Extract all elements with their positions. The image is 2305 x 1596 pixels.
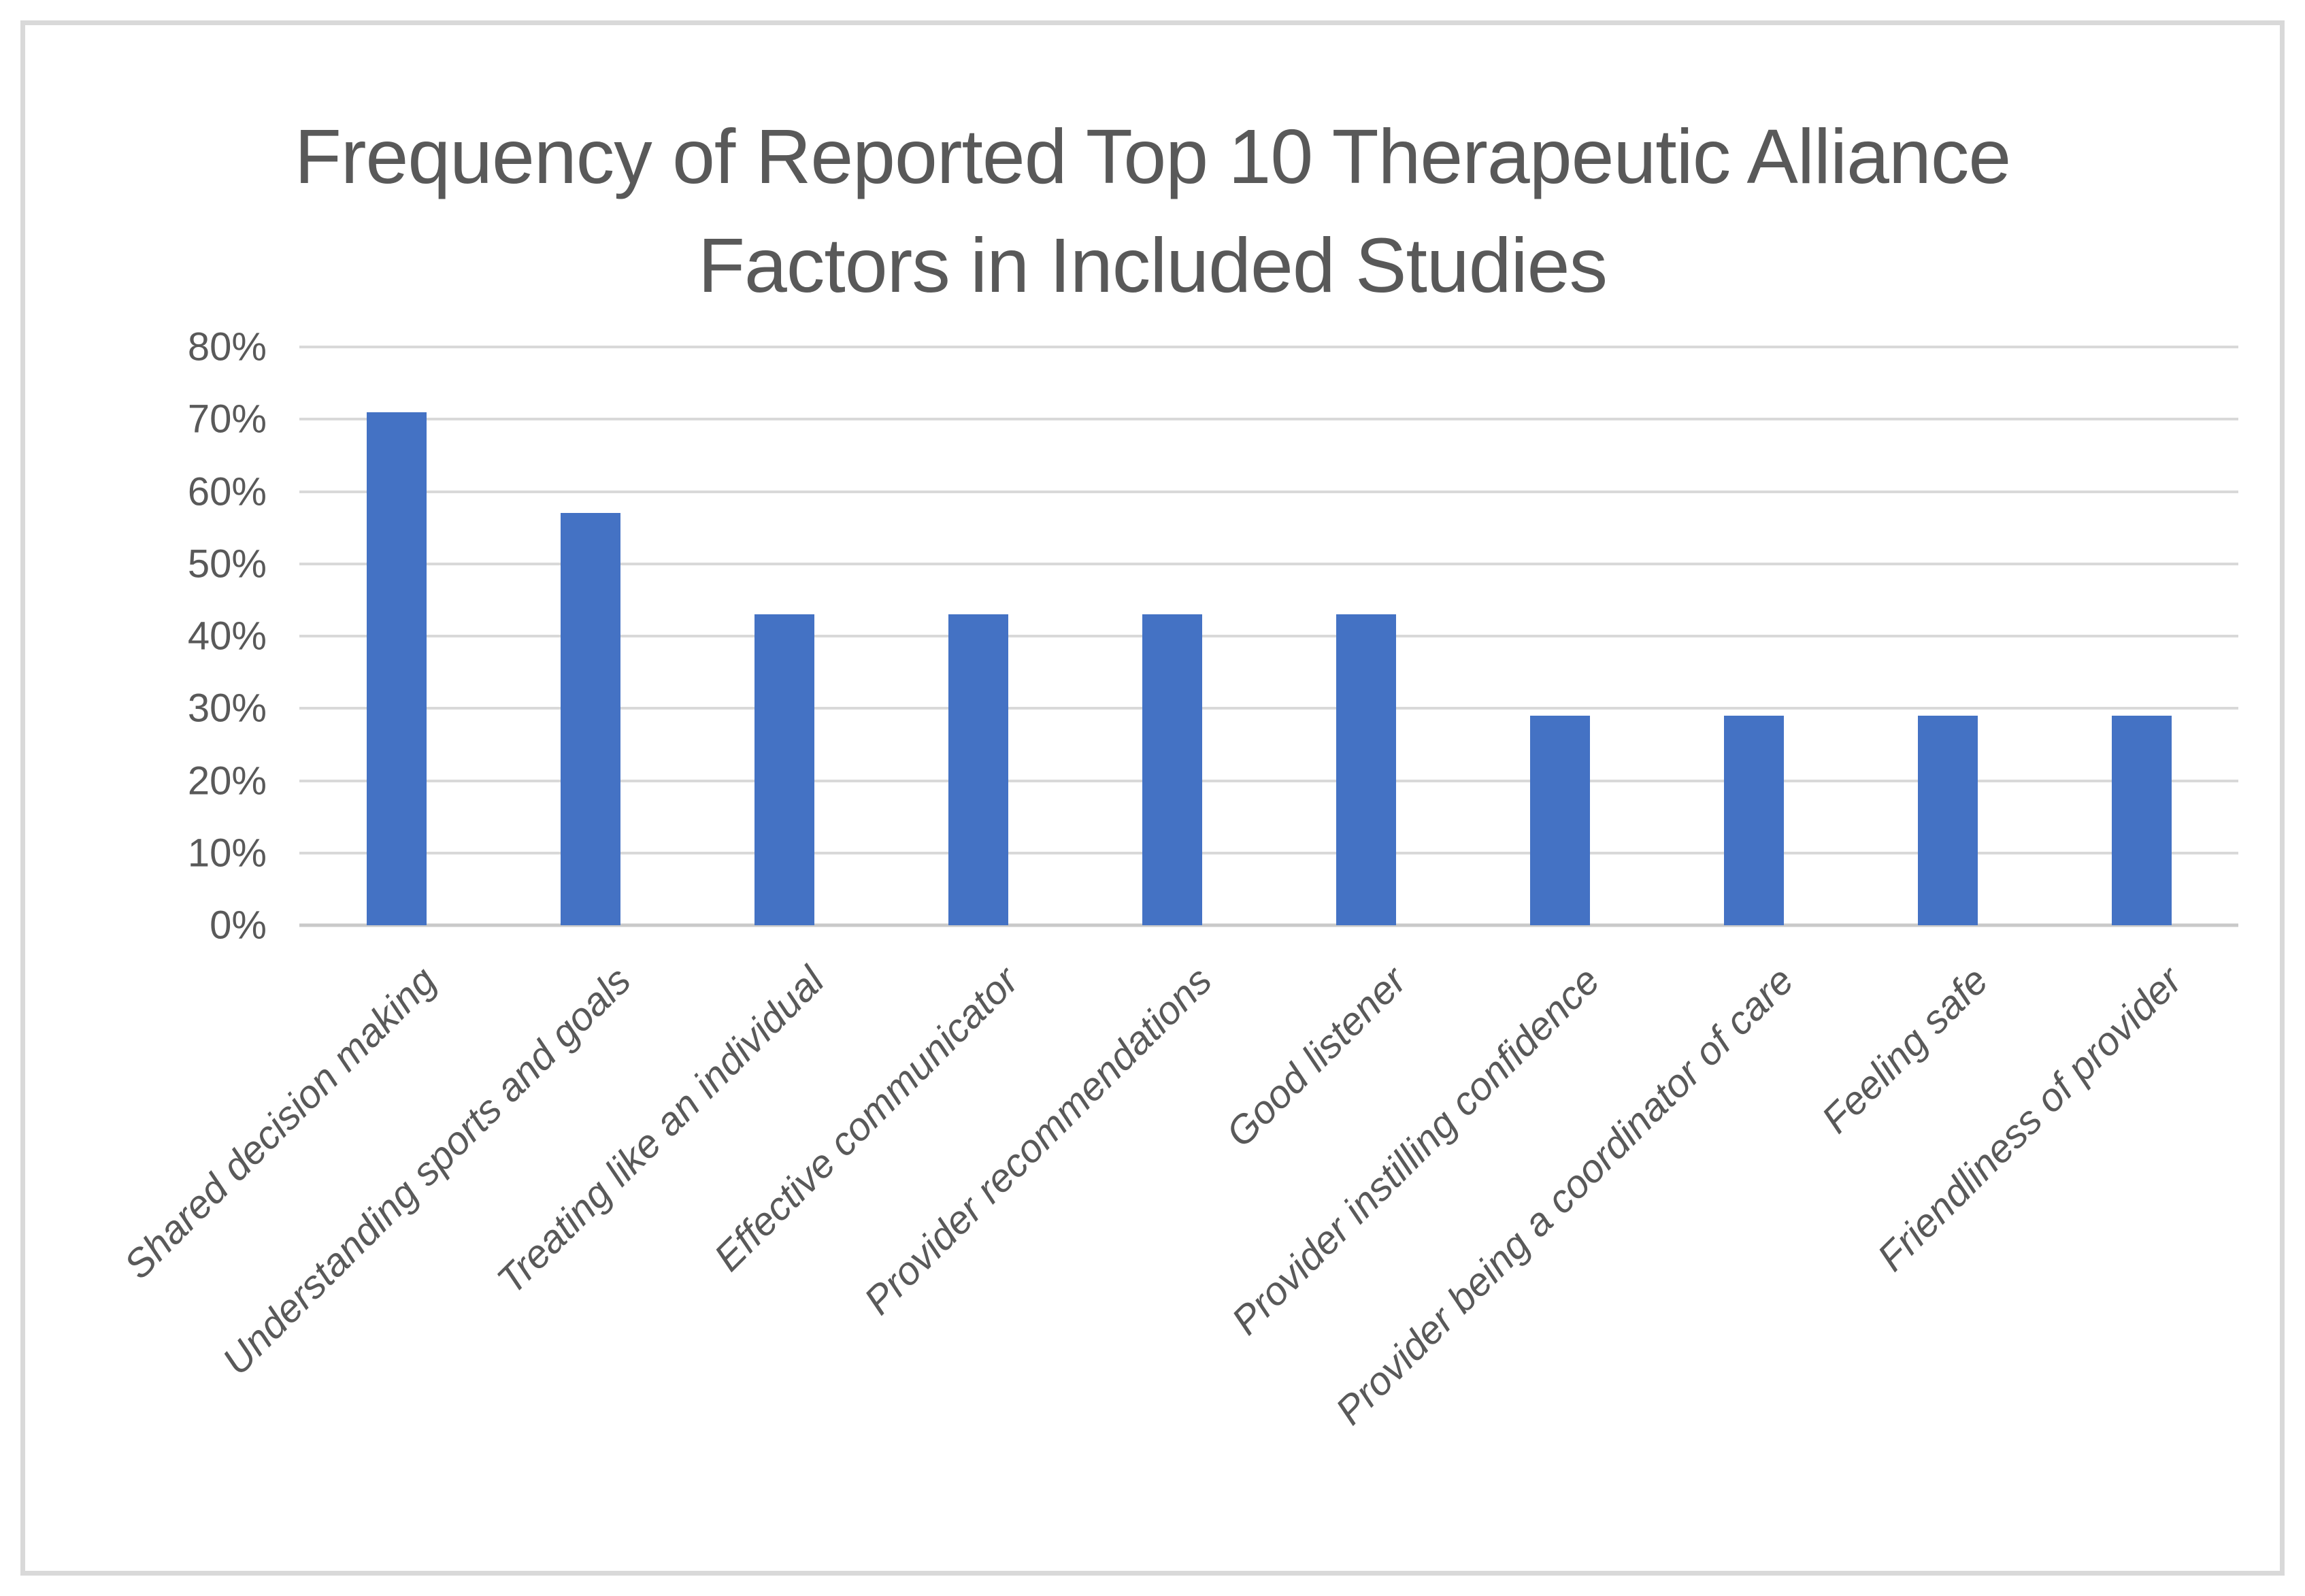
gridline (299, 490, 2238, 493)
y-axis-tick-label: 60% (187, 469, 267, 514)
bar (948, 614, 1008, 925)
gridline (299, 635, 2238, 637)
y-axis-tick-label: 30% (187, 686, 267, 731)
bar (1336, 614, 1396, 925)
gridline (299, 707, 2238, 710)
gridline (299, 418, 2238, 421)
y-axis-tick-label: 20% (187, 759, 267, 803)
bar (1917, 715, 1978, 925)
y-axis-tick-label: 50% (187, 542, 267, 586)
y-axis-tick-label: 10% (187, 831, 267, 876)
plot-area: 0% 10% 20% 30% 40% 50% 60% 70% 80% (188, 325, 2238, 948)
chart-title-line-1: Frequency of Reported Top 10 Therapeutic… (294, 114, 2011, 199)
bar (2111, 715, 2172, 925)
bar (560, 513, 620, 925)
x-axis-baseline (299, 923, 2238, 927)
bar (1529, 715, 1590, 925)
y-axis-tick-label: 70% (187, 397, 267, 442)
gridline (299, 779, 2238, 782)
bar (1142, 614, 1202, 925)
gridline (299, 346, 2238, 348)
y-axis-tick-label: 80% (187, 325, 267, 369)
bar (1723, 715, 1784, 925)
chart-title: Frequency of Reported Top 10 Therapeutic… (0, 102, 2305, 320)
gridline (299, 851, 2238, 854)
gridline (299, 562, 2238, 565)
chart-title-line-2: Factors in Included Studies (697, 222, 1608, 309)
y-axis-tick-label: 0% (210, 903, 267, 948)
bar (366, 412, 427, 925)
y-axis-tick-label: 40% (187, 614, 267, 659)
bar (754, 614, 814, 925)
